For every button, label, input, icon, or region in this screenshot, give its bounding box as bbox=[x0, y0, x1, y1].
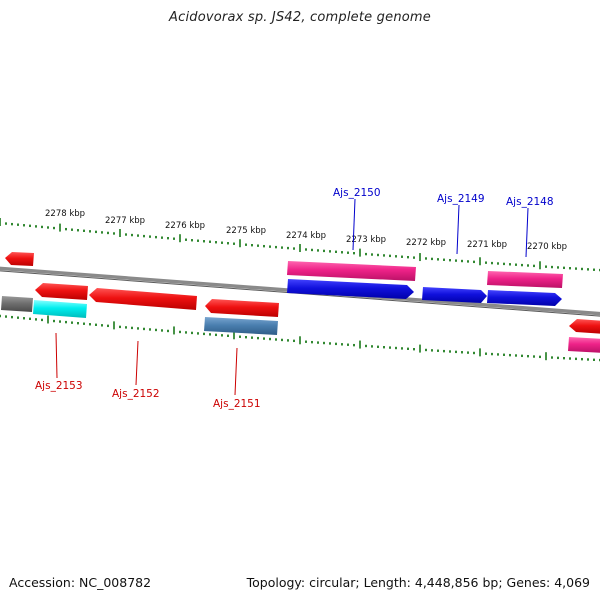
gene-arrow-ajs2152[interactable] bbox=[89, 288, 197, 310]
scale-label-2275: 2275 kbp bbox=[226, 226, 266, 236]
leader-lines bbox=[55, 198, 529, 396]
leader-line-ajs2152 bbox=[135, 340, 139, 386]
scale-labels: 2278 kbp 2277 kbp 2276 kbp 2275 kbp 2274… bbox=[45, 209, 567, 252]
lower-tick-row bbox=[0, 314, 600, 362]
leader-line-ajs2153 bbox=[55, 332, 58, 379]
genome-summary: Topology: circular; Length: 4,448,856 bp… bbox=[246, 575, 590, 590]
gene-label-ajs2150[interactable]: Ajs_2150 bbox=[333, 187, 381, 199]
scale-label-2273: 2273 kbp bbox=[346, 235, 386, 245]
pink-feature-ajs2150[interactable] bbox=[287, 261, 416, 281]
gene-label-ajs2149[interactable]: Ajs_2149 bbox=[437, 193, 485, 205]
gene-label-ajs2151[interactable]: Ajs_2151 bbox=[213, 398, 261, 410]
gene-arrow-right-edge[interactable] bbox=[569, 319, 600, 334]
cyan-feature[interactable] bbox=[33, 300, 87, 318]
gene-labels: Ajs_2150 Ajs_2149 Ajs_2148 Ajs_2153 Ajs_… bbox=[35, 187, 554, 410]
genome-backbone-shade bbox=[0, 270, 600, 317]
gene-label-ajs2153[interactable]: Ajs_2153 bbox=[35, 380, 83, 392]
gene-arrow-ajs2153[interactable] bbox=[35, 283, 88, 300]
scale-label-2270: 2270 kbp bbox=[527, 242, 567, 252]
scale-label-2272: 2272 kbp bbox=[406, 238, 446, 248]
grey-feature[interactable] bbox=[1, 296, 33, 312]
scale-label-2276: 2276 kbp bbox=[165, 221, 205, 231]
accession-label: Accession: NC_008782 bbox=[9, 575, 152, 590]
scale-label-2277: 2277 kbp bbox=[105, 216, 145, 226]
gene-arrow-ajs2151[interactable] bbox=[205, 299, 279, 317]
gene-label-ajs2148[interactable]: Ajs_2148 bbox=[506, 196, 554, 208]
leader-line-ajs2150 bbox=[352, 198, 356, 251]
map-title: Acidovorax sp. JS42, complete genome bbox=[169, 10, 431, 25]
pink-feature-ajs2148[interactable] bbox=[487, 271, 563, 288]
leader-line-ajs2151 bbox=[234, 347, 238, 396]
leader-line-ajs2148 bbox=[525, 207, 529, 258]
pink-feature-right-edge[interactable] bbox=[568, 337, 600, 353]
scale-label-2271: 2271 kbp bbox=[467, 240, 507, 250]
gene-arrow-ajs2149[interactable] bbox=[422, 287, 487, 303]
scale-label-2274: 2274 kbp bbox=[286, 231, 326, 241]
gene-arrow-ajs2148[interactable] bbox=[487, 290, 562, 306]
gene-arrow-left-edge[interactable] bbox=[5, 252, 34, 266]
upper-tick-row bbox=[0, 218, 600, 272]
gene-arrow-ajs2150[interactable] bbox=[287, 279, 414, 299]
leader-line-ajs2149 bbox=[456, 204, 460, 255]
steel-feature[interactable] bbox=[204, 317, 278, 335]
gene-label-ajs2152[interactable]: Ajs_2152 bbox=[112, 388, 160, 400]
scale-label-2278: 2278 kbp bbox=[45, 209, 85, 219]
